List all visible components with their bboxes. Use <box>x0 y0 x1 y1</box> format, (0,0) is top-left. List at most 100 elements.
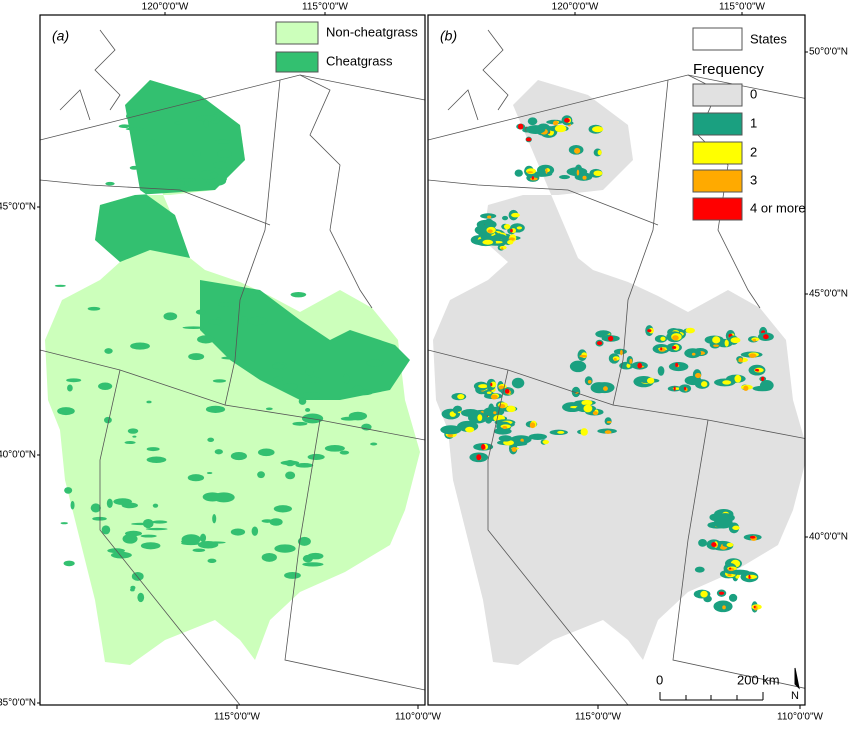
cheatgrass-area <box>87 306 101 311</box>
frequency-area <box>564 118 570 123</box>
cheatgrass-area <box>208 283 222 290</box>
frequency-area <box>511 212 520 218</box>
cheatgrass-area <box>125 127 145 131</box>
cheatgrass-area <box>247 316 268 326</box>
cheatgrass-area <box>302 562 324 567</box>
cheatgrass-area <box>196 115 217 122</box>
cheatgrass-area <box>131 571 144 581</box>
cheatgrass-area <box>137 592 145 603</box>
cheatgrass-area <box>214 449 223 455</box>
cheatgrass-area <box>356 389 374 396</box>
cheatgrass-area <box>280 460 300 466</box>
frequency-area <box>743 385 749 391</box>
cheatgrass-area <box>145 527 168 531</box>
frequency-area <box>695 372 702 379</box>
frequency-area <box>694 566 705 573</box>
cheatgrass-area <box>202 492 223 502</box>
cheatgrass-area <box>118 124 131 129</box>
frequency-area <box>545 168 548 174</box>
frequency-area <box>529 422 536 429</box>
map-panel-b <box>428 29 805 705</box>
frequency-area <box>732 525 740 531</box>
frequency-area <box>637 362 643 369</box>
frequency-area <box>591 126 604 133</box>
cheatgrass-area <box>92 516 107 521</box>
frequency-area <box>713 344 719 347</box>
frequency-area <box>763 334 769 340</box>
frequency-area <box>498 385 505 390</box>
cheatgrass-area <box>221 356 236 360</box>
legend-label: 1 <box>750 115 757 130</box>
frequency-area <box>511 377 525 389</box>
coordinate-label: 110°0'0"W <box>777 712 824 723</box>
frequency-area <box>490 381 497 388</box>
frequency-area <box>493 411 497 415</box>
frequency-area <box>592 411 598 416</box>
cheatgrass-area <box>122 533 138 544</box>
frequency-area <box>504 388 510 394</box>
cheatgrass-area <box>370 442 378 446</box>
frequency-area <box>582 175 587 180</box>
cheatgrass-area <box>110 551 132 559</box>
frequency-area <box>753 605 756 609</box>
cheatgrass-area <box>205 405 226 413</box>
frequency-area <box>712 336 721 344</box>
frequency-area <box>554 124 567 133</box>
frequency-area <box>738 357 743 363</box>
frequency-area <box>691 352 696 356</box>
cheatgrass-area <box>261 553 277 562</box>
cheatgrass-area <box>129 165 139 170</box>
panel-label: (a) <box>52 28 69 44</box>
cheatgrass-area <box>292 421 308 426</box>
frequency-area <box>587 379 592 384</box>
frequency-area <box>671 345 677 349</box>
frequency-area <box>748 574 751 580</box>
frequency-area <box>672 335 679 341</box>
cheatgrass-area <box>70 500 75 510</box>
cheatgrass-area <box>324 445 345 452</box>
frequency-area <box>660 336 666 342</box>
frequency-area <box>752 338 757 342</box>
frequency-area <box>487 229 493 233</box>
frequency-area <box>613 357 617 361</box>
cheatgrass-area <box>240 301 245 306</box>
cheatgrass-area <box>203 119 209 128</box>
frequency-area <box>700 590 708 598</box>
frequency-area <box>516 226 523 230</box>
cheatgrass-area <box>230 451 247 461</box>
cheatgrass-area <box>192 150 201 157</box>
cheatgrass-area <box>366 359 384 367</box>
cheatgrass-area <box>151 520 168 524</box>
map-panel-a <box>40 29 425 705</box>
frequency-area <box>647 377 655 384</box>
frequency-area <box>457 394 465 400</box>
scale-bar: 0 200 km N <box>656 667 800 702</box>
cheatgrass-area <box>188 353 205 361</box>
coordinate-label: 115°0'0"W <box>575 712 622 723</box>
frequency-area <box>698 539 707 547</box>
frequency-area <box>726 542 734 548</box>
cheatgrass-area <box>124 441 136 445</box>
frequency-area <box>517 123 524 130</box>
frequency-area <box>557 430 565 434</box>
frequency-area <box>626 363 631 368</box>
frequency-area <box>629 358 633 364</box>
legend-swatch <box>692 197 743 221</box>
frequency-area <box>510 228 513 233</box>
cheatgrass-area <box>192 548 206 552</box>
frequency-area <box>487 215 492 219</box>
cheatgrass-area <box>66 378 82 383</box>
scale-label: 0 <box>656 672 663 687</box>
frequency-area <box>603 386 608 391</box>
cheatgrass-area <box>98 382 113 390</box>
coordinate-label: 110°0'0"W <box>395 712 442 723</box>
cheatgrass-area <box>146 400 152 404</box>
cheatgrass-area <box>209 171 218 179</box>
frequency-area <box>596 331 609 336</box>
cheatgrass-area <box>200 533 207 543</box>
cheatgrass-area <box>174 121 183 125</box>
cheatgrass-area <box>149 181 168 184</box>
coordinate-label: 40°0'0"N <box>809 532 848 543</box>
legend-swatch <box>692 83 743 107</box>
panel-label: (b) <box>440 28 457 44</box>
